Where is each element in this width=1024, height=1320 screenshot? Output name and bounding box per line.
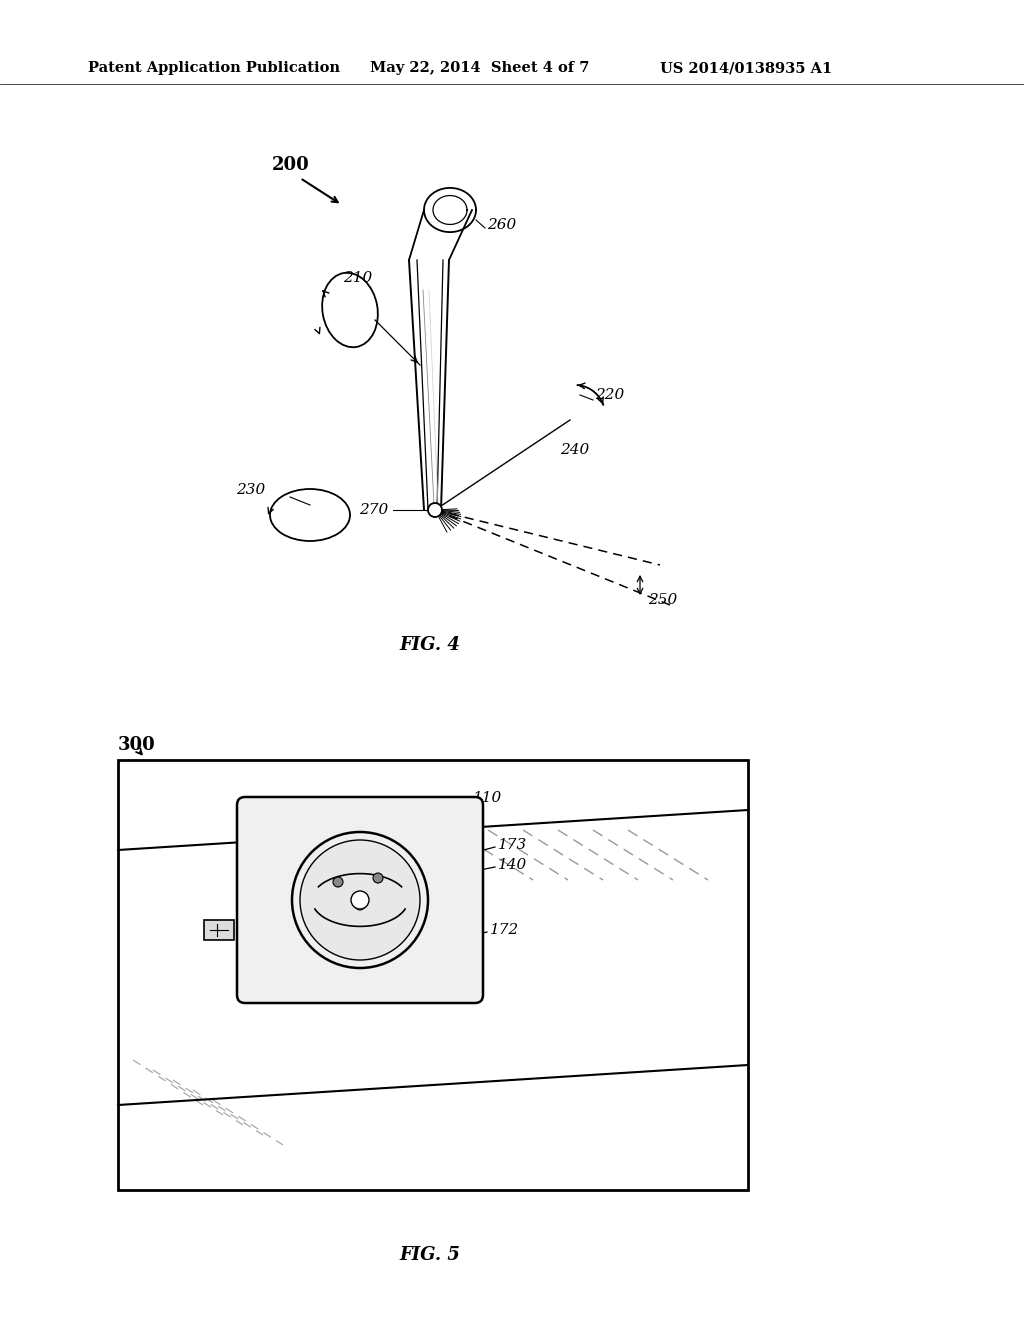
Circle shape [373,873,383,883]
Circle shape [355,900,365,909]
Text: US 2014/0138935 A1: US 2014/0138935 A1 [660,61,833,75]
Text: 270: 270 [358,503,388,517]
Text: 260: 260 [487,218,516,232]
Text: May 22, 2014  Sheet 4 of 7: May 22, 2014 Sheet 4 of 7 [370,61,590,75]
Text: 172: 172 [490,923,519,937]
Text: Patent Application Publication: Patent Application Publication [88,61,340,75]
Circle shape [300,840,420,960]
Text: 230: 230 [236,483,265,498]
Circle shape [333,876,343,887]
Text: 110: 110 [473,791,502,805]
Bar [118,760,748,1191]
Text: 240: 240 [560,444,589,457]
Text: 250: 250 [648,593,677,607]
Text: FIG. 5: FIG. 5 [399,1246,461,1265]
Text: 170: 170 [310,833,339,847]
Text: 200: 200 [272,156,309,174]
Text: 450: 450 [318,953,347,968]
Text: 173: 173 [498,838,527,851]
Text: FIG. 4: FIG. 4 [399,636,461,653]
Text: 300: 300 [118,737,156,754]
FancyBboxPatch shape [237,797,483,1003]
Text: 140: 140 [498,858,527,873]
Text: 171: 171 [410,981,439,995]
FancyBboxPatch shape [204,920,234,940]
Text: 210: 210 [343,271,373,285]
Text: 220: 220 [595,388,625,403]
Circle shape [351,891,369,909]
Circle shape [428,503,442,517]
